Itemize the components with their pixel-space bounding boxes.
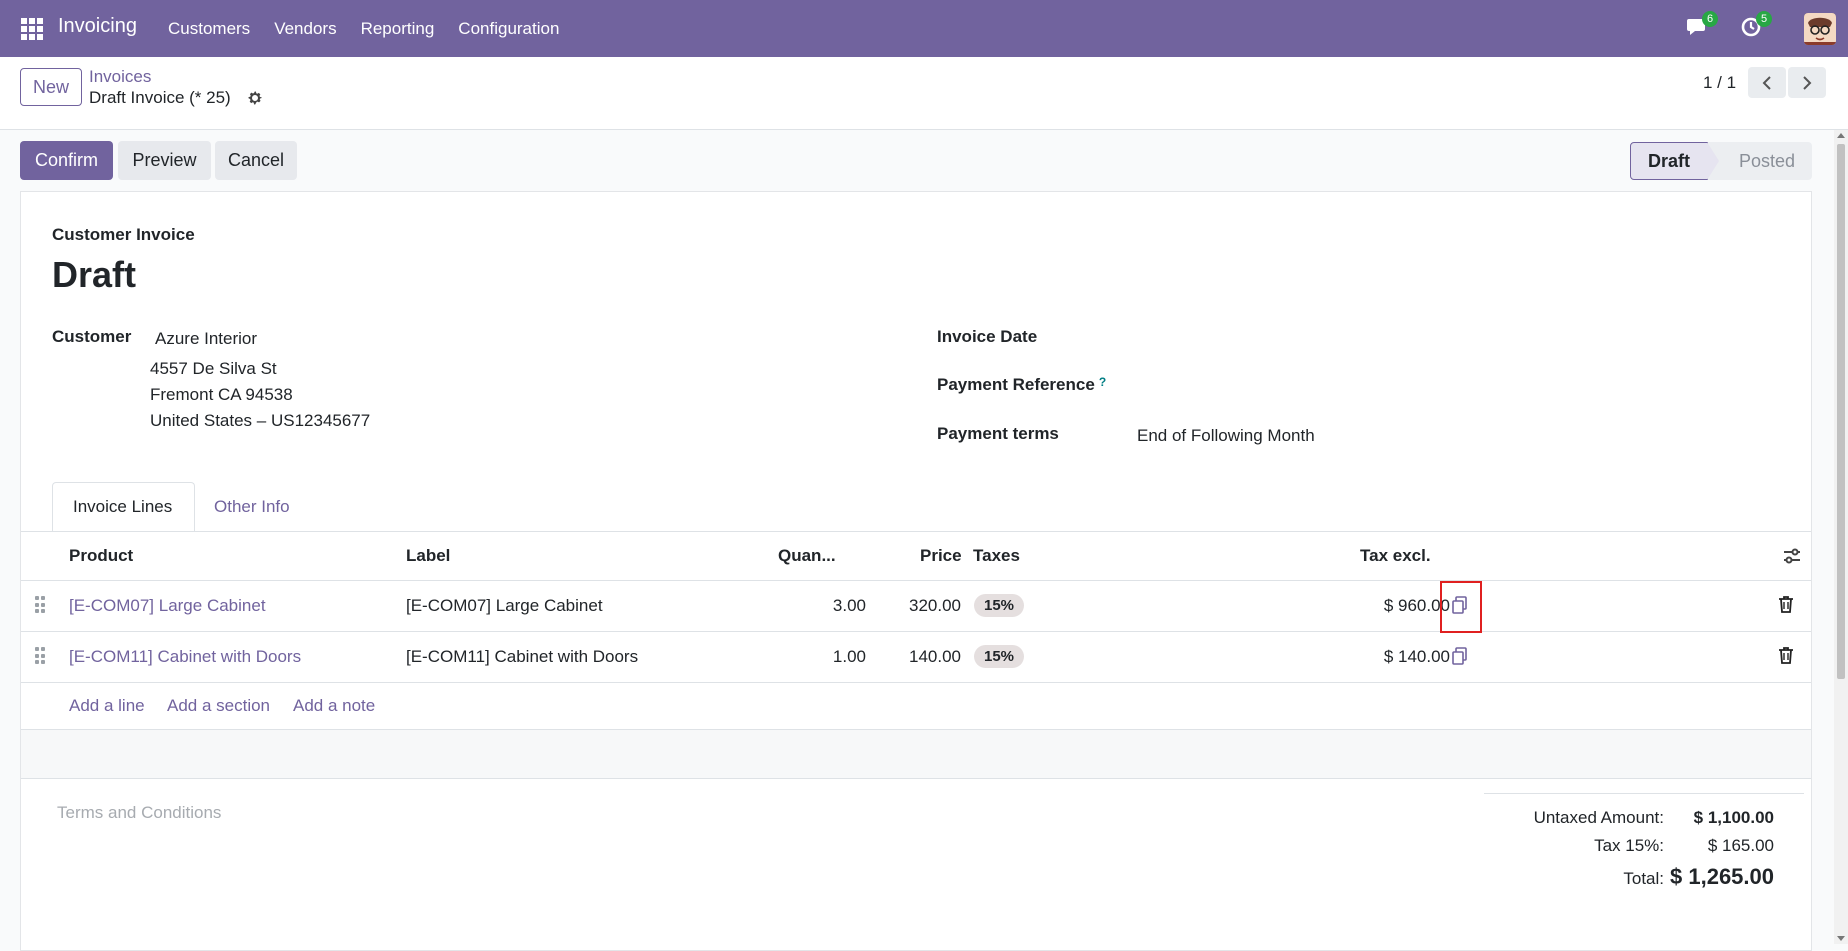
column-price[interactable]: Price — [920, 546, 962, 565]
line-quantity[interactable]: 3.00 — [832, 596, 866, 615]
status-arrow — [1707, 142, 1719, 180]
copy-icon[interactable] — [1450, 595, 1470, 615]
highlight-box — [1440, 581, 1482, 633]
pager-value[interactable]: 1 / 1 — [1703, 73, 1737, 92]
invoice-sheet: Customer Invoice Draft Customer Azure In… — [20, 191, 1812, 951]
menu-vendors[interactable]: Vendors — [274, 19, 337, 38]
confirm-button[interactable]: Confirm — [20, 141, 113, 180]
column-tax-excl[interactable]: Tax excl. — [1360, 546, 1431, 565]
tax-value: $ 165.00 — [1707, 836, 1774, 855]
tab-invoice-lines[interactable]: Invoice Lines — [52, 482, 195, 532]
customer-address-line2: Fremont CA 94538 — [150, 385, 293, 404]
column-quantity[interactable]: Quan... — [778, 546, 836, 565]
pager-next-button[interactable] — [1788, 67, 1826, 98]
scroll-thumb[interactable] — [1837, 144, 1845, 679]
line-label[interactable]: [E-COM11] Cabinet with Doors — [406, 647, 639, 666]
help-tooltip-icon[interactable]: ? — [1098, 375, 1107, 389]
table-row[interactable]: [E-COM07] Large Cabinet [E-COM07] Large … — [21, 581, 1811, 633]
user-avatar[interactable] — [1804, 13, 1836, 45]
move-type-label: Customer Invoice — [52, 225, 195, 244]
payment-terms-label: Payment terms — [937, 424, 1059, 443]
chevron-right-icon — [1803, 75, 1812, 90]
menu-reporting[interactable]: Reporting — [360, 19, 435, 38]
line-subtotal: $ 140.00 — [1383, 647, 1450, 666]
messages-count-badge: 6 — [1702, 11, 1719, 27]
copy-icon[interactable] — [1450, 646, 1470, 666]
status-posted[interactable]: Posted — [1708, 142, 1812, 180]
line-subtotal: $ 960.00 — [1383, 596, 1450, 615]
column-taxes[interactable]: Taxes — [973, 546, 1020, 565]
optional-columns-toggle-icon[interactable] — [1782, 546, 1802, 566]
breadcrumb-current: Draft Invoice (* 25) — [89, 88, 231, 107]
activities-icon[interactable]: 5 — [1740, 11, 1773, 41]
payment-terms-field[interactable]: End of Following Month — [1137, 426, 1315, 445]
terms-and-conditions-field[interactable]: Terms and Conditions — [57, 803, 222, 822]
total-value: $ 1,265.00 — [1670, 864, 1774, 889]
untaxed-amount-value: $ 1,100.00 — [1693, 808, 1774, 827]
tabs-divider — [21, 531, 1811, 532]
scroll-up-arrow-icon[interactable] — [1837, 133, 1845, 138]
column-product[interactable]: Product — [69, 546, 134, 565]
pager-previous-button[interactable] — [1748, 67, 1786, 98]
table-header: Product Label Quan... Price Taxes Tax ex… — [21, 532, 1811, 581]
menu-configuration[interactable]: Configuration — [458, 19, 560, 38]
control-panel: New Invoices Draft Invoice (* 25) 1 / 1 — [0, 57, 1848, 130]
tax-badge[interactable]: 15% — [974, 594, 1025, 617]
tax-label: Tax 15%: — [1594, 836, 1664, 855]
line-quantity[interactable]: 1.00 — [832, 647, 866, 666]
add-line-controls: Add a line Add a section Add a note — [21, 683, 1811, 730]
apps-menu-icon[interactable] — [21, 18, 43, 40]
total-label: Total: — [1623, 869, 1664, 888]
line-price[interactable]: 140.00 — [909, 647, 961, 666]
chevron-left-icon — [1762, 75, 1771, 90]
delete-line-icon[interactable] — [1778, 595, 1796, 615]
invoice-date-label: Invoice Date — [937, 327, 1038, 346]
customer-address-line1: 4557 De Silva St — [150, 359, 277, 378]
add-note-link[interactable]: Add a note — [293, 696, 376, 715]
drag-handle-icon[interactable] — [35, 647, 45, 665]
messages-icon[interactable]: 6 — [1686, 11, 1719, 41]
cancel-button[interactable]: Cancel — [215, 141, 297, 180]
page-scrollbar[interactable] — [1834, 130, 1848, 944]
line-product[interactable]: [E-COM07] Large Cabinet — [69, 596, 266, 615]
customer-label: Customer — [52, 327, 132, 346]
payment-reference-label: Payment Reference? — [937, 375, 1106, 395]
line-label[interactable]: [E-COM07] Large Cabinet — [406, 596, 603, 615]
menu-customers[interactable]: Customers — [168, 19, 251, 38]
customer-field[interactable]: Azure Interior — [155, 329, 258, 348]
breadcrumb-invoices[interactable]: Invoices — [89, 67, 152, 86]
column-label[interactable]: Label — [406, 546, 451, 565]
add-section-link[interactable]: Add a section — [167, 696, 271, 715]
tax-badge[interactable]: 15% — [974, 645, 1025, 668]
new-button[interactable]: New — [20, 68, 82, 106]
table-empty-row — [21, 730, 1811, 779]
app-name[interactable]: Invoicing — [58, 15, 137, 37]
main-menu: Customers Vendors Reporting Configuratio… — [168, 19, 583, 39]
untaxed-amount-label: Untaxed Amount: — [1533, 808, 1664, 827]
top-navbar: Invoicing Customers Vendors Reporting Co… — [0, 0, 1848, 57]
customer-address-line3: United States – US12345677 — [150, 411, 371, 430]
tab-other-info[interactable]: Other Info — [214, 497, 290, 516]
preview-button[interactable]: Preview — [118, 141, 211, 180]
line-product[interactable]: [E-COM11] Cabinet with Doors — [69, 647, 302, 666]
page-title: Draft — [52, 254, 137, 295]
add-line-link[interactable]: Add a line — [69, 696, 145, 715]
drag-handle-icon[interactable] — [35, 596, 45, 614]
line-price[interactable]: 320.00 — [909, 596, 961, 615]
status-draft[interactable]: Draft — [1630, 142, 1708, 180]
gear-icon[interactable] — [246, 89, 264, 107]
table-row[interactable]: [E-COM11] Cabinet with Doors [E-COM11] C… — [21, 632, 1811, 683]
totals-summary: Untaxed Amount: $ 1,100.00 Tax 15%: $ 16… — [1484, 793, 1804, 889]
activities-count-badge: 5 — [1756, 11, 1773, 27]
delete-line-icon[interactable] — [1778, 646, 1796, 666]
payment-reference-label-text: Payment Reference — [937, 375, 1095, 394]
form-statusbar: Confirm Preview Cancel Draft Posted — [0, 130, 1848, 190]
scroll-down-arrow-icon[interactable] — [1837, 936, 1845, 941]
